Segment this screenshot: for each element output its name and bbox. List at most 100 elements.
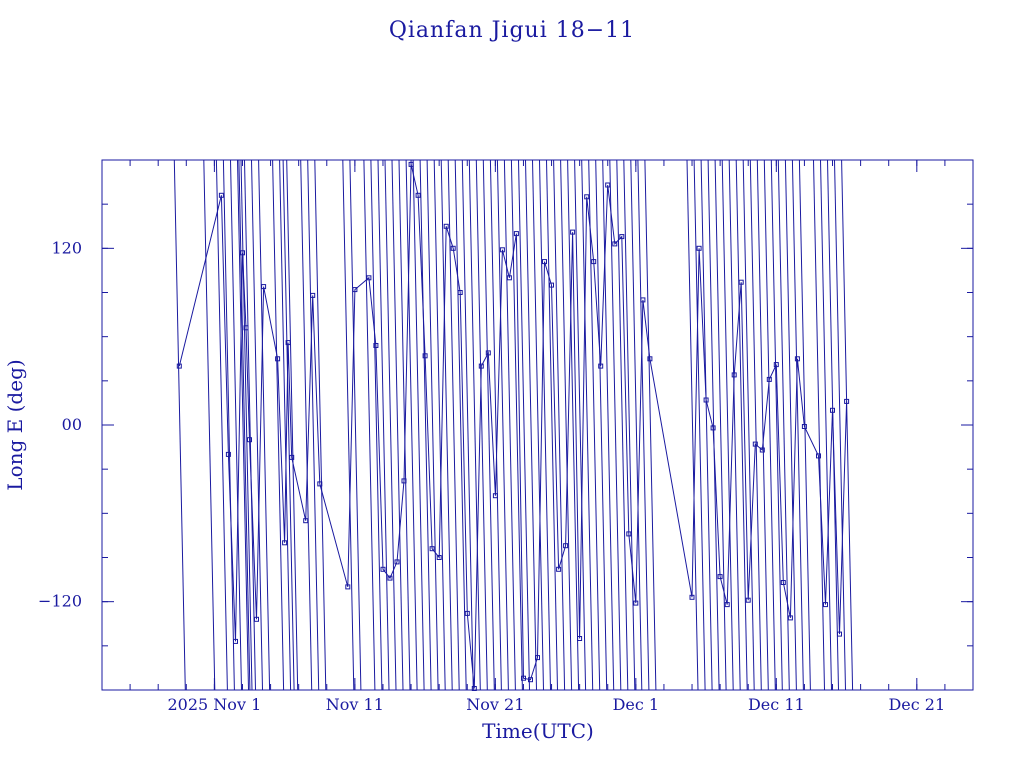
data-point: [696, 245, 702, 251]
data-point: [387, 575, 393, 581]
ground-track-trace: [616, 159, 629, 691]
data-point: [254, 616, 259, 622]
data-point: [542, 259, 547, 265]
x-tick-label: Dec 1: [613, 695, 660, 714]
data-point: [464, 610, 470, 616]
ground-track-trace: [244, 159, 256, 691]
data-point: [823, 602, 828, 608]
y-tick-label: 120: [51, 238, 82, 257]
data-point: [485, 350, 491, 356]
ground-track-trace: [370, 159, 383, 691]
ground-track-trace: [644, 159, 657, 691]
data-point: [619, 234, 625, 240]
ground-track-trace: [553, 159, 566, 691]
data-point: [710, 425, 716, 431]
ground-track-trace: [240, 159, 253, 691]
ground-track-trace: [714, 159, 727, 691]
ground-track-trace: [391, 159, 404, 691]
ground-track-trace: [707, 159, 720, 691]
ground-track-trace: [215, 159, 228, 691]
ground-track-trace: [735, 159, 748, 691]
ground-track-trace: [693, 159, 706, 691]
data-point: [563, 543, 569, 549]
y-tick-label: −120: [38, 592, 82, 611]
axis-tick-labels: 2025 Nov 1 Nov 11 Nov 21 Dec 1 Dec 11 Dec 21 1…: [38, 238, 945, 714]
data-point: [275, 356, 281, 362]
ground-track-trace: [602, 159, 615, 691]
data-point: [816, 453, 821, 459]
data-point: [282, 540, 288, 546]
ground-track-trace: [700, 159, 713, 691]
ground-track-trace: [532, 159, 544, 691]
data-point: [830, 407, 835, 413]
data-point: [535, 655, 540, 661]
data-point: [492, 493, 498, 499]
axis-ticks: [101, 159, 974, 691]
data-point: [612, 241, 618, 247]
ground-track-trace: [173, 159, 186, 691]
data-point: [225, 451, 231, 457]
ground-track-trace: [282, 159, 295, 691]
ground-track-trace: [398, 159, 411, 691]
plot-area: [173, 159, 854, 691]
data-point: [633, 600, 639, 606]
data-point: [218, 192, 224, 198]
data-point: [549, 282, 554, 288]
ground-track-trace: [518, 159, 530, 691]
data-point: [689, 594, 695, 600]
ground-track-trace: [405, 159, 418, 691]
ground-track-trace: [454, 159, 467, 691]
ground-track-trace: [770, 159, 783, 691]
data-point: [506, 275, 512, 281]
data-point: [176, 363, 182, 369]
ground-track-trace: [238, 159, 251, 691]
data-point: [745, 597, 751, 603]
ground-track-trace: [461, 159, 474, 691]
data-point: [731, 372, 737, 378]
data-point: [303, 518, 309, 524]
data-point: [570, 229, 576, 235]
ground-track-trace: [574, 159, 587, 691]
ground-track-trace: [503, 159, 516, 691]
ground-track-trace: [222, 159, 235, 691]
ground-track-trace: [721, 159, 734, 691]
data-point: [844, 398, 850, 404]
data-point: [457, 290, 463, 295]
data-point: [780, 580, 786, 585]
data-point: [317, 481, 323, 487]
ground-track-trace: [314, 159, 327, 691]
ground-track-trace: [567, 159, 580, 691]
ground-track-trace: [623, 159, 636, 691]
data-point: [499, 247, 505, 253]
data-point: [380, 566, 386, 572]
x-axis-label: Time(UTC): [482, 719, 594, 743]
ground-track-trace: [258, 159, 271, 691]
data-point: [626, 531, 632, 537]
data-point: [647, 356, 653, 362]
data-point: [787, 615, 793, 621]
data-point: [436, 555, 442, 560]
data-point: [422, 353, 428, 359]
data-point: [584, 194, 590, 200]
ground-track-trace: [609, 159, 622, 691]
data-point: [401, 478, 407, 484]
ground-track-trace: [496, 159, 509, 691]
data-point: [247, 437, 252, 443]
x-tick-label: 2025 Nov 1: [168, 695, 262, 714]
ground-track-trace: [482, 159, 495, 691]
data-point: [310, 292, 316, 298]
ground-track-trace: [777, 159, 790, 691]
series-line: [178, 164, 848, 689]
ground-track-trace: [784, 159, 797, 691]
data-point: [766, 376, 772, 382]
x-tick-label: Nov 21: [466, 695, 524, 714]
data-point: [591, 259, 597, 265]
ground-track-trace: [560, 159, 573, 691]
data-point: [243, 325, 249, 331]
data-point: [837, 631, 842, 637]
data-point: [717, 574, 723, 580]
data-point: [801, 424, 807, 429]
data-point: [345, 584, 351, 590]
ground-track-trace: [546, 159, 558, 691]
